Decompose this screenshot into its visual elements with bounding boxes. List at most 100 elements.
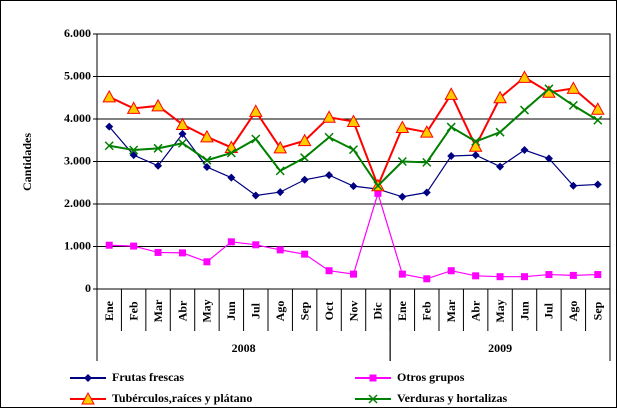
y-tick-label: 4.000 [64,111,91,125]
marker [471,151,480,160]
x-tick-label: Dic [371,302,385,320]
x-tick-label: Oct [322,302,336,321]
marker [202,155,212,165]
x-tick-label: Feb [126,301,140,321]
marker [397,156,407,167]
marker [350,270,357,278]
marker [251,191,260,200]
marker [422,188,431,197]
legend-label: Tubérculos,raíces y plátano [112,391,252,405]
marker [521,273,528,281]
marker [151,98,165,112]
marker [105,122,114,131]
marker [227,238,235,246]
x-tick-label: May [200,299,214,322]
x-tick-label: Ene [102,300,116,321]
marker [129,145,139,155]
marker [276,188,285,197]
marker [495,127,505,137]
y-tick-label: 1.000 [64,238,91,252]
marker [545,271,553,279]
x-tick-label: Jun [224,301,238,321]
marker [593,115,603,125]
marker [348,145,359,155]
marker [594,271,602,279]
x-tick-label: Ago [566,301,580,322]
y-tick-label: 0 [85,281,91,295]
marker [423,275,431,283]
y-tick-label: 5.000 [64,68,91,82]
marker [569,271,577,279]
marker [444,87,459,100]
x-tick-label: Ago [273,301,287,322]
marker [275,166,285,176]
legend-label: Verduras y hortalizas [397,391,508,405]
marker [130,242,138,250]
marker [398,192,407,201]
marker [202,163,211,172]
marker [493,90,507,104]
x-tick-label: Nov [346,301,360,322]
marker [373,181,383,191]
marker [276,246,284,254]
y-tick-label: 3.000 [64,153,91,167]
marker [419,125,434,138]
marker [569,181,578,190]
marker [369,374,377,382]
x-group-label: 2009 [488,341,512,355]
x-tick-label: May [493,299,507,322]
marker [252,241,260,249]
marker [104,141,114,151]
marker [273,140,288,154]
x-tick-label: Jul [542,302,556,319]
marker [177,138,188,148]
marker [496,162,505,171]
marker [471,136,481,147]
marker [447,267,455,275]
marker [297,133,312,147]
marker [520,146,529,155]
marker [517,70,532,83]
marker [179,249,186,257]
marker [398,270,406,278]
x-group-label: 2008 [232,341,256,355]
x-tick-label: Mar [444,299,458,322]
marker [153,143,163,153]
marker [422,157,432,167]
marker [325,171,334,180]
marker [590,102,605,115]
marker [81,391,95,405]
marker [325,267,333,275]
marker [472,272,480,280]
marker [301,250,309,258]
marker [468,139,483,152]
x-tick-label: Jun [517,301,531,321]
marker [593,180,602,189]
legend-label: Otros grupos [397,370,465,384]
legend-label: Frutas frescas [112,370,184,384]
marker [126,101,141,114]
marker [105,241,113,249]
y-axis-label: Cantidades [20,133,34,191]
marker [346,114,361,128]
marker [544,84,554,94]
x-tick-label: Jul [249,302,263,319]
marker [102,89,117,103]
x-tick-label: Mar [151,299,165,322]
marker [300,153,310,163]
y-tick-label: 6.000 [64,26,91,40]
marker [175,117,190,131]
marker [251,134,261,144]
marker [447,151,456,160]
x-tick-label: Abr [175,300,189,321]
marker [519,105,530,115]
x-tick-label: Sep [591,301,605,320]
marker [227,173,236,182]
y-tick-label: 2.000 [64,196,91,210]
marker [568,100,578,110]
marker [129,151,138,160]
marker [154,161,163,170]
marker [200,129,214,143]
marker [154,248,162,256]
